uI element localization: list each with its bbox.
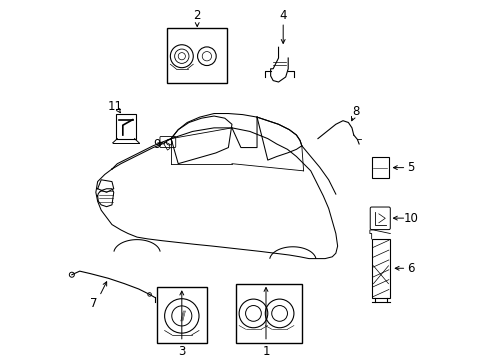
Text: 10: 10 — [403, 212, 418, 225]
Text: 3: 3 — [178, 345, 185, 357]
Text: 8: 8 — [351, 105, 359, 118]
Text: 1: 1 — [262, 345, 269, 357]
Text: 2: 2 — [193, 9, 201, 22]
Text: 5: 5 — [407, 161, 414, 174]
Bar — [235, 284, 301, 343]
Bar — [157, 287, 206, 343]
Text: 6: 6 — [407, 262, 414, 275]
Text: 4: 4 — [279, 9, 286, 22]
Text: 9: 9 — [153, 138, 160, 151]
Text: 7: 7 — [90, 297, 98, 310]
Bar — [371, 157, 388, 178]
Text: 11: 11 — [108, 100, 123, 113]
Bar — [115, 114, 136, 139]
Bar — [167, 28, 226, 83]
Bar — [371, 239, 389, 298]
